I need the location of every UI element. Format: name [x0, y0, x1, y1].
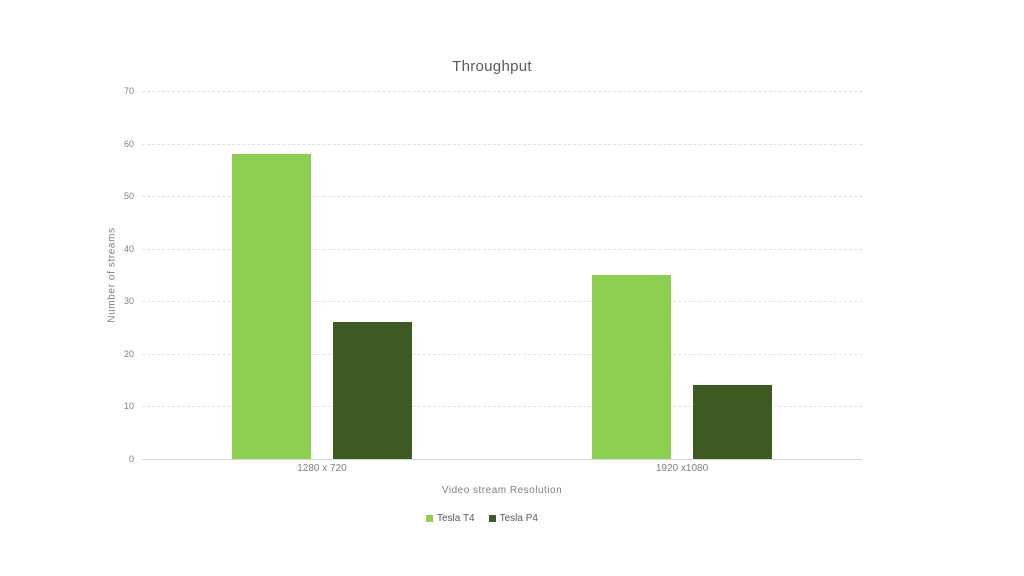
legend-swatch-icon — [426, 515, 433, 522]
bar-tesla-p4-1 — [333, 322, 412, 459]
legend-item: Tesla T4 — [426, 513, 475, 524]
x-tick-label: 1280 x 720 — [297, 463, 347, 474]
y-tick-label: 60 — [123, 138, 134, 149]
gridline — [142, 91, 862, 92]
plot-area — [142, 91, 862, 460]
y-tick-label: 50 — [123, 191, 134, 202]
y-tick-label: 70 — [123, 86, 134, 96]
legend-item: Tesla P4 — [488, 513, 538, 524]
legend-swatch-icon — [488, 515, 496, 522]
y-tick-label: 40 — [123, 243, 134, 254]
gridline — [142, 248, 862, 250]
y-axis-tick-labels: 0 10 20 30 40 50 60 70 — [0, 86, 134, 464]
x-axis-tick-labels: 1280 x 720 1920 x1080 — [142, 463, 862, 477]
legend-label: Tesla P4 — [499, 513, 538, 524]
gridline — [142, 143, 862, 145]
y-tick-label: 20 — [123, 348, 134, 359]
x-tick-label: 1920 x1080 — [655, 463, 709, 474]
x-axis-baseline — [142, 459, 862, 460]
bar-tesla-t4-1 — [232, 154, 311, 459]
chart-title: Throughput — [452, 58, 532, 75]
x-axis-title: Video stream Resolution — [441, 485, 563, 496]
gridline — [142, 196, 862, 198]
bar-tesla-t4-2 — [592, 275, 671, 459]
gridline — [142, 406, 862, 408]
legend: Tesla T4 Tesla P4 — [142, 513, 822, 524]
legend-label: Tesla T4 — [437, 513, 475, 524]
gridline — [142, 301, 862, 303]
gridline — [142, 353, 862, 355]
bar-tesla-p4-2 — [693, 385, 772, 459]
y-tick-label: 30 — [123, 296, 134, 307]
y-tick-label: 10 — [123, 401, 134, 412]
y-tick-label: 0 — [128, 454, 134, 464]
